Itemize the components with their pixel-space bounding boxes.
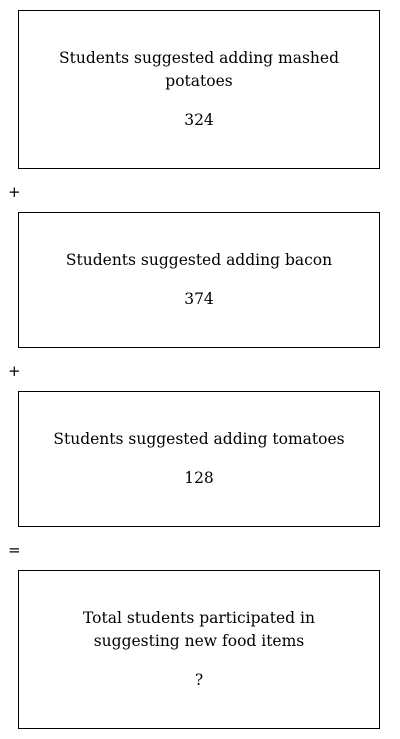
tomatoes-label: Students suggested adding tomatoes: [53, 430, 345, 448]
bacon-label: Students suggested adding bacon: [65, 251, 333, 269]
mashed-potatoes-label: Students suggested adding mashed potatoe…: [58, 49, 340, 90]
mashed-potatoes-box: Students suggested adding mashed potatoe…: [18, 10, 380, 169]
plus-operator-2: +: [8, 362, 21, 380]
total-box: Total students participated in suggestin…: [18, 570, 380, 729]
plus-operator-1: +: [8, 183, 21, 201]
bacon-value: 374: [184, 290, 214, 308]
equals-operator: =: [8, 541, 21, 559]
tomatoes-value: 128: [184, 469, 214, 487]
tomatoes-box: Students suggested adding tomatoes 128: [18, 391, 380, 527]
bacon-box: Students suggested adding bacon 374: [18, 212, 380, 348]
mashed-potatoes-value: 324: [184, 111, 214, 129]
total-value: ?: [194, 671, 204, 689]
total-label: Total students participated in suggestin…: [83, 609, 315, 650]
